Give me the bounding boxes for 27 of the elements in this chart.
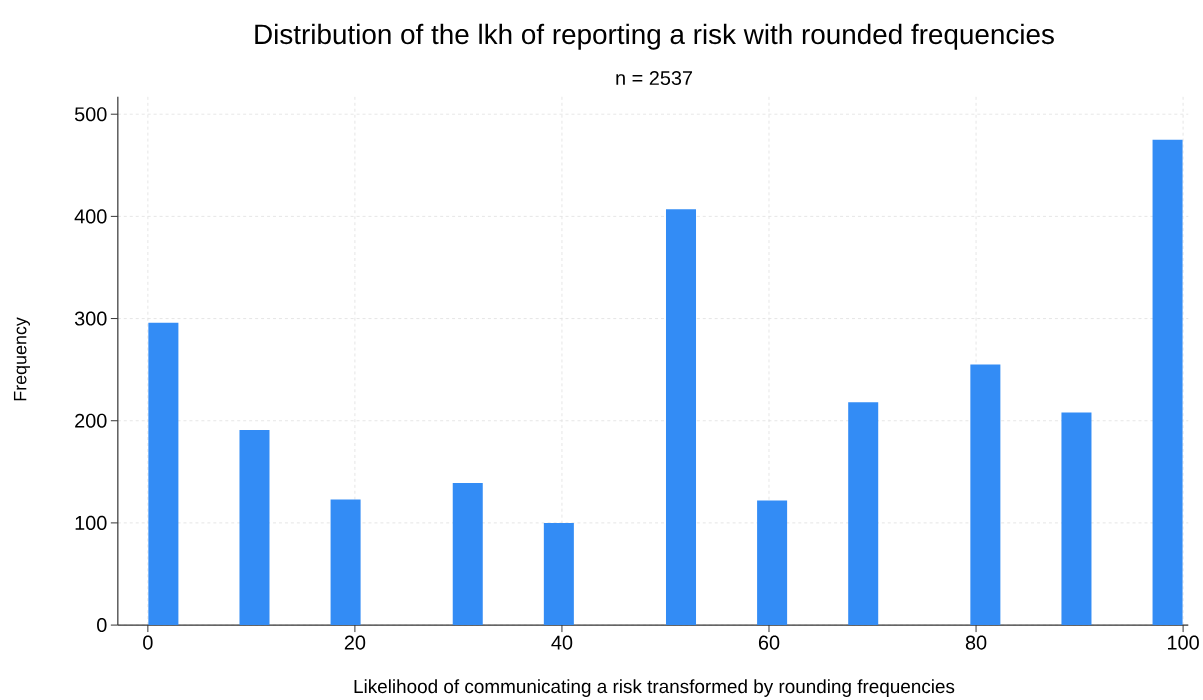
bar: [330, 499, 361, 625]
bar: [665, 209, 697, 625]
bar: [757, 500, 788, 625]
x-tick-label: 40: [551, 635, 573, 650]
x-tick-label: 20: [344, 635, 366, 650]
x-tick-label: 0: [143, 635, 153, 650]
bar: [543, 522, 574, 625]
x-tick-label: 100: [1168, 635, 1199, 650]
bar: [848, 402, 879, 625]
chart-subtitle: n = 2537: [616, 70, 693, 85]
y-tick-label: 100: [75, 515, 107, 530]
y-tick-label: 300: [74, 311, 107, 326]
bar: [970, 364, 1001, 625]
bar: [1061, 412, 1092, 625]
y-tick-label: 0: [97, 617, 107, 633]
y-axis-title: Frequency: [13, 317, 30, 401]
bar: [1152, 139, 1183, 625]
bar: [452, 482, 483, 625]
x-tick-label: 80: [965, 635, 987, 650]
y-tick-label: 500: [74, 107, 107, 122]
bar: [148, 322, 179, 625]
x-tick-label: 60: [758, 635, 780, 650]
bar: [239, 429, 270, 625]
chart-title: Distribution of the lkh of reporting a risk with rounded frequencies: [255, 23, 1054, 50]
x-axis-title: Likelihood of communicating a risk transformed by rounding frequencies: [354, 679, 955, 697]
y-tick-label: 200: [75, 413, 107, 428]
y-tick-label: 400: [74, 209, 107, 224]
